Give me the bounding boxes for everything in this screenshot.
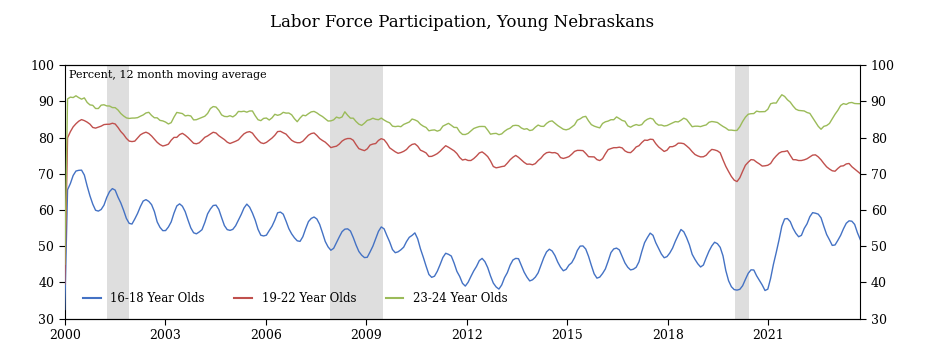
Legend: 16-18 Year Olds, 19-22 Year Olds, 23-24 Year Olds: 16-18 Year Olds, 19-22 Year Olds, 23-24 … — [79, 288, 512, 310]
Bar — [330, 65, 383, 319]
Text: Labor Force Participation, Young Nebraskans: Labor Force Participation, Young Nebrask… — [270, 14, 655, 31]
Bar — [734, 65, 748, 319]
Bar — [106, 65, 130, 319]
Text: Percent, 12 month moving average: Percent, 12 month moving average — [68, 70, 266, 80]
